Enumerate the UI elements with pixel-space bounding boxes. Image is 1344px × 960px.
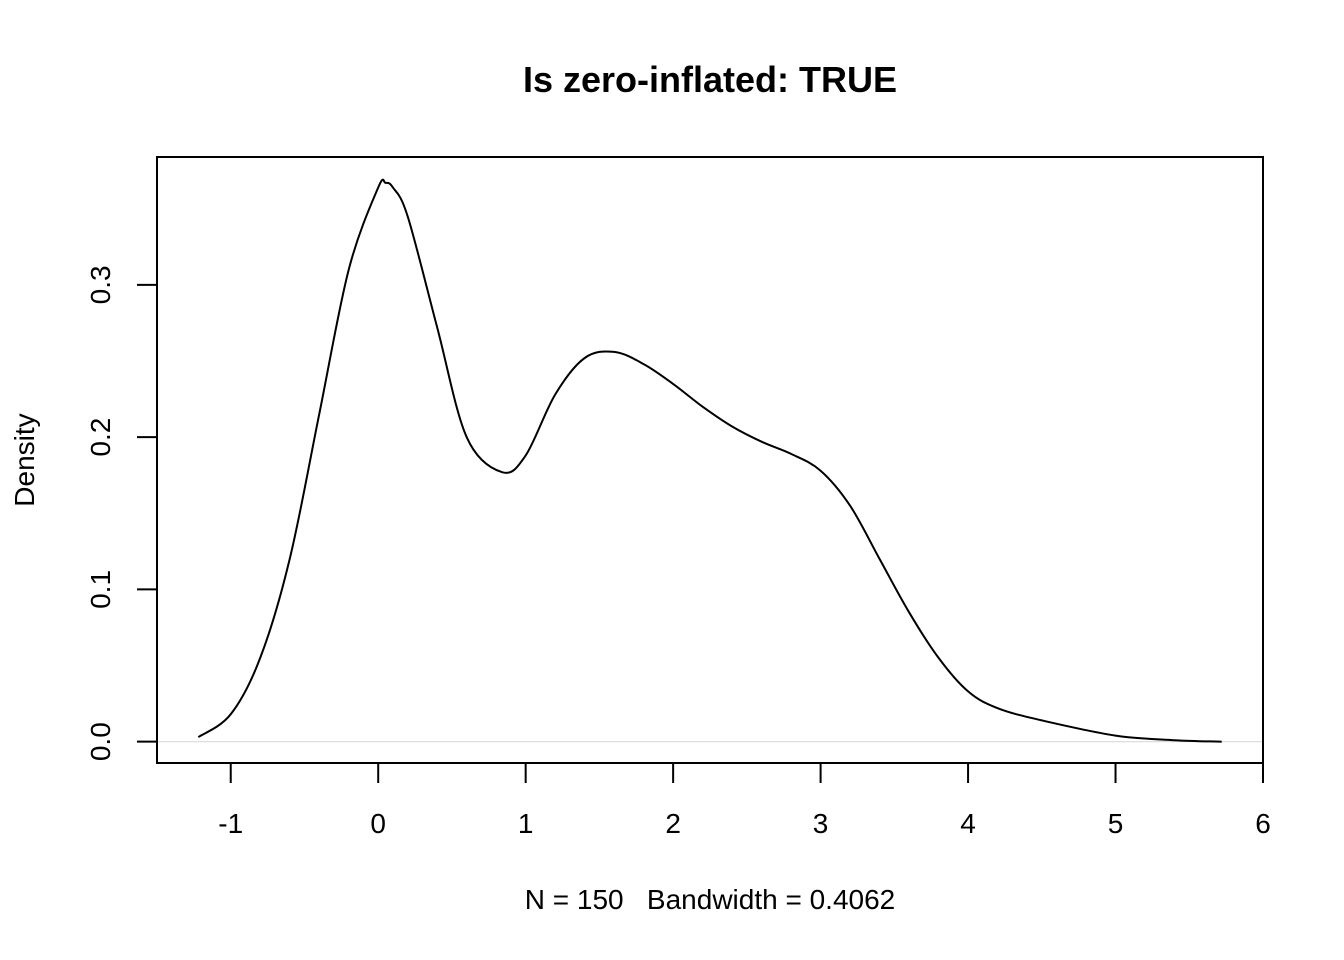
x-tick-label: 6 [1255, 808, 1271, 839]
plot-frame [156, 156, 1264, 764]
x-tick-label: 4 [960, 808, 976, 839]
y-axis-label: Density [9, 413, 40, 506]
x-tick-label: 2 [665, 808, 681, 839]
x-tick-label: -1 [218, 808, 243, 839]
y-tick-label: 0.1 [85, 570, 116, 609]
chart-title: Is zero-inflated: TRUE [523, 59, 897, 100]
density-curve [197, 178, 1222, 743]
y-tick-label: 0.2 [85, 418, 116, 457]
y-axis: 0.0 0.1 0.2 0.3 [85, 265, 157, 761]
x-tick-label: 1 [518, 808, 534, 839]
x-tick-label: 5 [1108, 808, 1124, 839]
x-tick-label: 0 [370, 808, 386, 839]
y-tick-label: 0.3 [85, 265, 116, 304]
x-axis: -1 0 1 2 3 4 5 6 [218, 763, 1271, 839]
y-tick-label: 0.0 [85, 722, 116, 761]
x-tick-label: 3 [813, 808, 829, 839]
x-axis-label: N = 150 Bandwidth = 0.4062 [525, 884, 896, 915]
